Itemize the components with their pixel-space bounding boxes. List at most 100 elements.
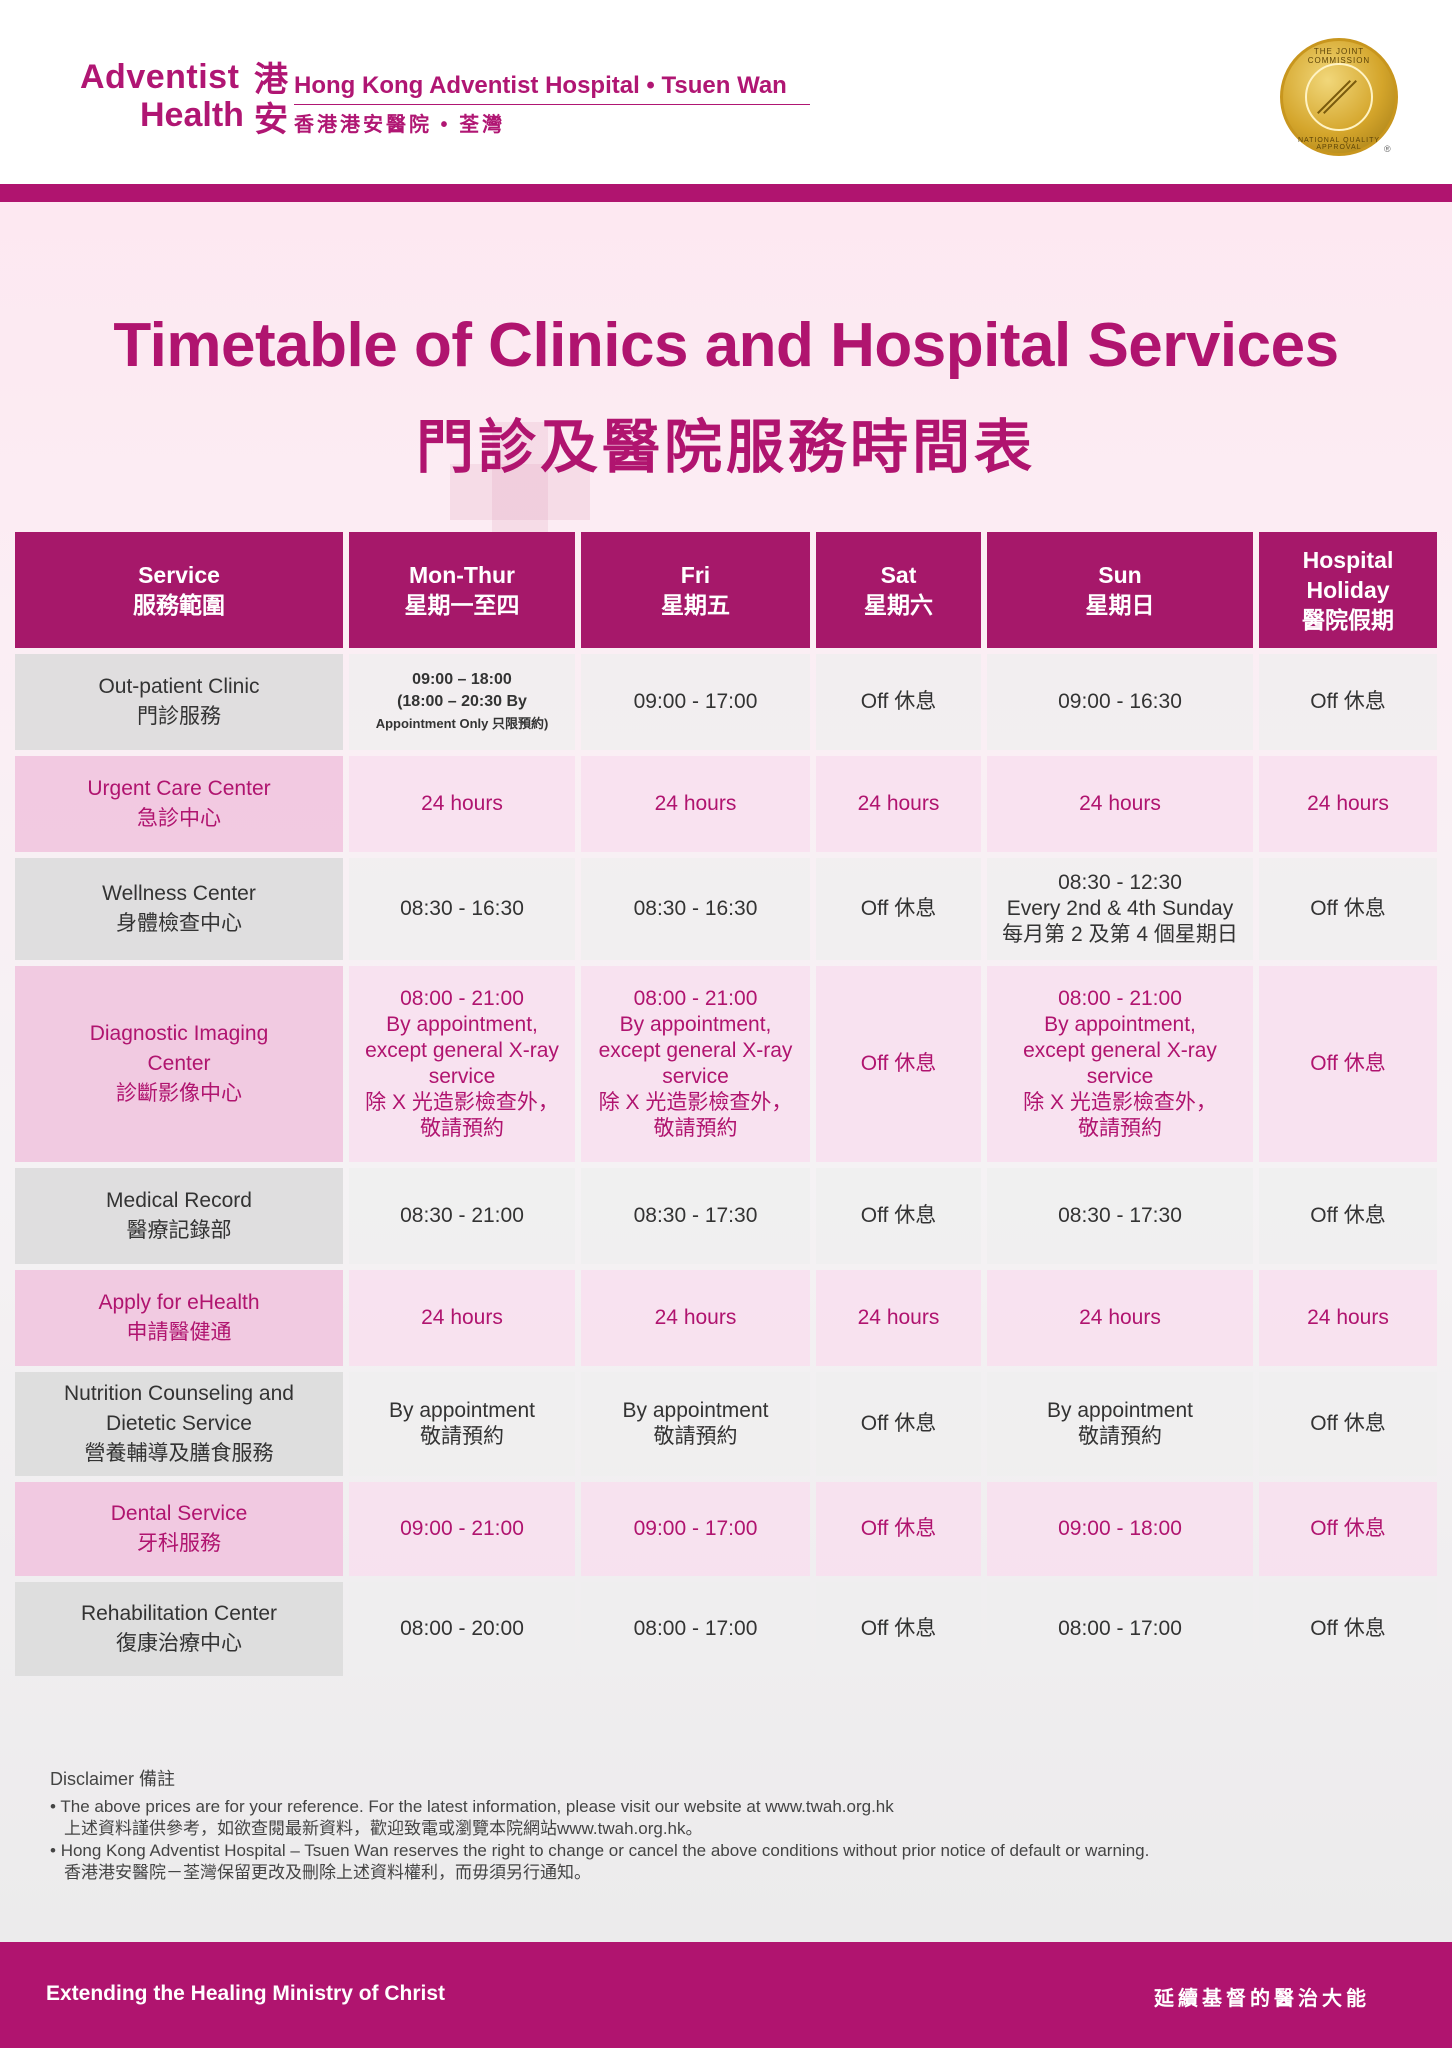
disclaimer-item-2-en: Hong Kong Adventist Hospital – Tsuen Wan…: [60, 1841, 1150, 1860]
disclaimer-heading: Disclaimer 備註: [50, 1769, 176, 1789]
header-service: Service 服務範圍: [15, 532, 343, 648]
cell-outpatient-mon-thur: 09:00 – 18:00 (18:00 – 20:30 By Appointm…: [349, 654, 575, 750]
logo-line2: Health: [140, 96, 244, 134]
cell-wellness-sun: 08:30 - 12:30 Every 2nd & 4th Sunday 每月第…: [987, 858, 1253, 960]
cell-rehabilitation-sat: Off 休息: [816, 1582, 981, 1676]
cell-line: except general X-ray: [1023, 1039, 1217, 1062]
cell-urgent-care-sat: 24 hours: [816, 756, 981, 852]
row-label-diagnostic-imaging: Diagnostic Imaging Center 診斷影像中心: [15, 966, 343, 1162]
cell-wellness-sat: Off 休息: [816, 858, 981, 960]
cell-line: 08:00 - 21:00: [400, 987, 524, 1010]
header-hospital-holiday: Hospital Holiday 醫院假期: [1259, 532, 1437, 648]
header-accent-bar: [0, 184, 1452, 202]
medical-cross-watermark-icon: [450, 464, 590, 520]
cell-line: By appointment: [1047, 1399, 1193, 1422]
cell-line: 除 X 光造影檢查外，: [598, 1091, 793, 1114]
header-mon-thur-en: Mon-Thur: [408, 562, 515, 588]
row-label-urgent-care: Urgent Care Center 急診中心: [15, 756, 343, 852]
cell-dental-mon-thur: 09:00 - 21:00: [349, 1482, 575, 1576]
header-sat-en: Sat: [880, 562, 917, 588]
cell-wellness-mon-thur: 08:30 - 16:30: [349, 858, 575, 960]
page-title-en: Timetable of Clinics and Hospital Servic…: [113, 311, 1339, 380]
cell-imaging-fri: 08:00 - 21:00 By appointment, except gen…: [581, 966, 810, 1162]
cell-line: except general X-ray: [598, 1039, 793, 1062]
cell-rehabilitation-fri: 08:00 - 17:00: [581, 1582, 810, 1676]
header-fri-en: Fri: [680, 562, 711, 588]
cell-outpatient-holiday: Off 休息: [1259, 654, 1437, 750]
cell-outpatient-sun: 09:00 - 16:30: [987, 654, 1253, 750]
cell-dental-fri: 09:00 - 17:00: [581, 1482, 810, 1576]
disclaimer-item-1-en: The above prices are for your reference.…: [60, 1797, 894, 1816]
cell-wellness-fri: 08:30 - 16:30: [581, 858, 810, 960]
hospital-name-divider: [294, 104, 810, 105]
cell-imaging-holiday: Off 休息: [1259, 966, 1437, 1162]
page-title-zh: 門診及醫院服務時間表: [415, 415, 1036, 480]
cell-line: (18:00 – 20:30 By: [397, 693, 527, 710]
header-sun-zh: 星期日: [1085, 592, 1155, 618]
page-header: Adventist Health 港安 Hong Kong Adventist …: [0, 0, 1452, 170]
row-label-wellness: Wellness Center 身體檢查中心: [15, 858, 343, 960]
cell-outpatient-sat: Off 休息: [816, 654, 981, 750]
cell-wellness-holiday: Off 休息: [1259, 858, 1437, 960]
cell-urgent-care-sun: 24 hours: [987, 756, 1253, 852]
cell-dental-sun: 09:00 - 18:00: [987, 1482, 1253, 1576]
header-sat-zh: 星期六: [864, 592, 933, 618]
cell-line: 敬請預約: [1078, 1117, 1162, 1140]
cell-urgent-care-holiday: 24 hours: [1259, 756, 1437, 852]
cell-line: 敬請預約: [420, 1117, 504, 1140]
cell-line: service: [662, 1065, 729, 1088]
header-sun: Sun 星期日: [987, 532, 1253, 648]
cell-line: By appointment: [622, 1399, 769, 1422]
row-label-en: Center: [147, 1052, 211, 1075]
header-mon-thur-zh: 星期一至四: [404, 592, 520, 618]
cell-nutrition-sun: By appointment 敬請預約: [987, 1372, 1253, 1476]
cell-line: By appointment,: [619, 1013, 772, 1036]
row-label-en: Dental Service: [110, 1502, 248, 1525]
row-label-zh: 醫療記錄部: [126, 1219, 232, 1242]
row-label-en: Wellness Center: [102, 882, 256, 905]
cell-line: 09:00 – 18:00: [412, 671, 512, 688]
cell-medical-record-sun: 08:30 - 17:30: [987, 1168, 1253, 1264]
cell-urgent-care-mon-thur: 24 hours: [349, 756, 575, 852]
adventist-health-logo[interactable]: Adventist Health: [80, 60, 244, 132]
row-label-outpatient: Out-patient Clinic 門診服務: [15, 654, 343, 750]
registered-mark: ®: [1384, 144, 1391, 154]
cell-line: 敬請預約: [653, 1117, 738, 1140]
cell-line: 敬請預約: [653, 1425, 738, 1448]
cell-ehealth-holiday: 24 hours: [1259, 1270, 1437, 1366]
row-label-en: Medical Record: [106, 1189, 252, 1212]
cell-line: 敬請預約: [1078, 1425, 1162, 1448]
row-label-zh: 復康治療中心: [116, 1632, 242, 1655]
cell-medical-record-mon-thur: 08:30 - 21:00: [349, 1168, 575, 1264]
cell-line: except general X-ray: [365, 1039, 559, 1062]
row-label-en: Rehabilitation Center: [80, 1602, 278, 1625]
disclaimer-item-1: • The above prices are for your referenc…: [50, 1797, 894, 1816]
cell-line: service: [1086, 1065, 1154, 1088]
disclaimer-item-1-zh: 上述資料謹供參考，如欲查閱最新資料，歡迎致電或瀏覽本院網站www.twah.or…: [64, 1819, 703, 1838]
row-label-en: Nutrition Counseling and: [64, 1382, 294, 1405]
logo-chinese: 港安: [254, 61, 288, 139]
header-sun-en: Sun: [1098, 562, 1142, 588]
disclaimer-item-2-zh: 香港港安醫院－荃灣保留更改及刪除上述資料權利，而毋須另行通知。: [64, 1863, 591, 1882]
row-label-zh: 門診服務: [137, 705, 221, 728]
row-label-en: Apply for eHealth: [98, 1291, 260, 1314]
row-label-en: Out-patient Clinic: [98, 675, 260, 698]
cell-dental-sat: Off 休息: [816, 1482, 981, 1576]
cell-ehealth-sun: 24 hours: [987, 1270, 1253, 1366]
cell-ehealth-sat: 24 hours: [816, 1270, 981, 1366]
cell-imaging-sat: Off 休息: [816, 966, 981, 1162]
cell-ehealth-mon-thur: 24 hours: [349, 1270, 575, 1366]
header-holiday-zh: 醫院假期: [1302, 607, 1394, 633]
cell-line: service: [428, 1065, 496, 1088]
header-fri: Fri 星期五: [581, 532, 810, 648]
cell-line: By appointment,: [386, 1013, 538, 1036]
cell-line: By appointment: [389, 1399, 535, 1422]
cell-nutrition-holiday: Off 休息: [1259, 1372, 1437, 1476]
row-label-rehabilitation: Rehabilitation Center 復康治療中心: [15, 1582, 343, 1676]
hospital-name-en: Hong Kong Adventist Hospital • Tsuen Wan: [294, 72, 787, 99]
row-label-en: Diagnostic Imaging: [89, 1022, 269, 1045]
row-label-nutrition: Nutrition Counseling and Dietetic Servic…: [15, 1372, 343, 1476]
cell-nutrition-mon-thur: By appointment 敬請預約: [349, 1372, 575, 1476]
cell-line: 08:30 - 12:30: [1058, 871, 1182, 894]
cell-line: 除 X 光造影檢查外，: [365, 1091, 559, 1114]
